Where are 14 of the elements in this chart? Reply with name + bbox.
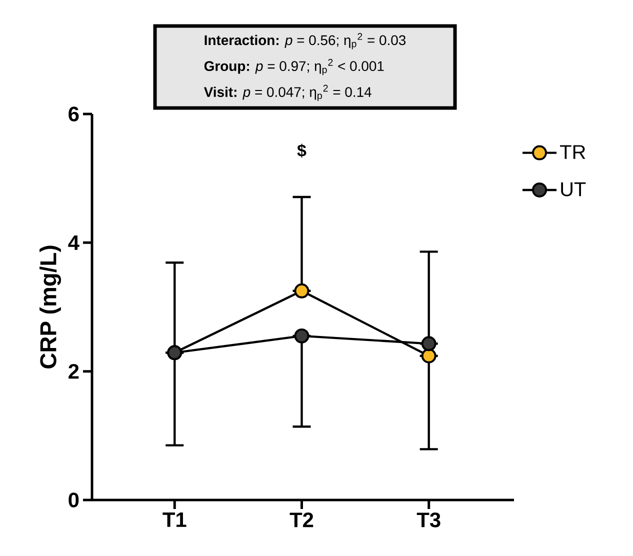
- x-tick-label: T2: [290, 512, 314, 528]
- y-tick-label: 4: [68, 235, 80, 250]
- annotation: $: [297, 144, 306, 158]
- y-axis-title: CRP (mg/L): [40, 246, 62, 368]
- legend-label: UT: [561, 182, 586, 196]
- y-tick-label: 2: [68, 364, 79, 379]
- text: Interaction: p = 0.56; η$_{p}$$^{2}$ = 0.03: [204, 32, 406, 50]
- x-tick-label: T3: [416, 512, 440, 528]
- legend-label: TR: [560, 145, 586, 159]
- y-tick-label: 0: [68, 492, 79, 508]
- x-tick-label: T1: [162, 512, 186, 527]
- y-tick-label: 6: [68, 106, 79, 122]
- text: Group: p = 0.97; η$_{p}$$^{2}$ < 0.001: [204, 58, 384, 76]
- text: Visit: p = 0.047; η$_{p}$$^{2}$ = 0.14: [204, 84, 372, 101]
